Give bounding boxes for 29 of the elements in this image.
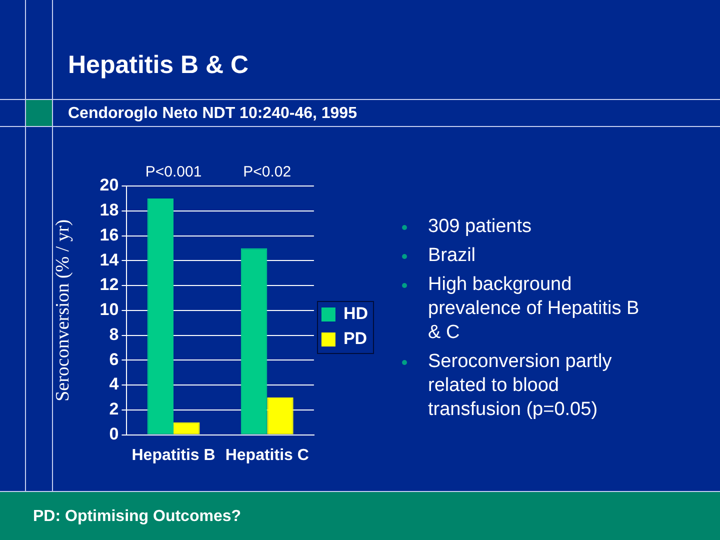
y-tick-label: 6 [109, 350, 119, 369]
y-tick-label: 4 [109, 374, 120, 394]
y-tick-label: 18 [100, 200, 119, 220]
text: High background prevalence of Hepatitis B & C [428, 273, 640, 345]
x-tick-label: Hepatitis B [132, 446, 216, 464]
chart-title: Hepatitis B & C [68, 50, 249, 81]
text: PD: Optimising Outcomes? [33, 507, 242, 527]
text: Seroconversion partly related to blood transfusion (p=0.05) [428, 350, 613, 422]
chart-subtitle: Cendoroglo Neto NDT 10:240-46, 1995 [68, 104, 357, 124]
y-tick-label: 20 [100, 176, 119, 195]
y-axis-title: Seroconversion (% / yr) [52, 219, 74, 402]
text: P<0.001 [145, 164, 202, 181]
y-tick-label: 10 [100, 300, 119, 320]
bar [147, 198, 174, 434]
x-tick-label: Hepatitis C [225, 446, 310, 464]
legend-label: PD [343, 329, 368, 348]
y-tick-label: 12 [100, 275, 119, 294]
y-tick-label: 0 [109, 424, 119, 444]
text: Brazil [428, 244, 477, 268]
y-tick-label: 8 [109, 324, 119, 344]
bar [240, 248, 268, 434]
y-tick-label: 16 [100, 225, 119, 244]
text: 309 patients [428, 215, 533, 239]
legend-label: HD [343, 304, 368, 324]
y-tick-label: 14 [100, 250, 120, 270]
y-tick-label: 2 [109, 400, 119, 419]
bar [174, 422, 200, 434]
bar [267, 397, 294, 434]
text: P<0.02 [243, 164, 292, 181]
